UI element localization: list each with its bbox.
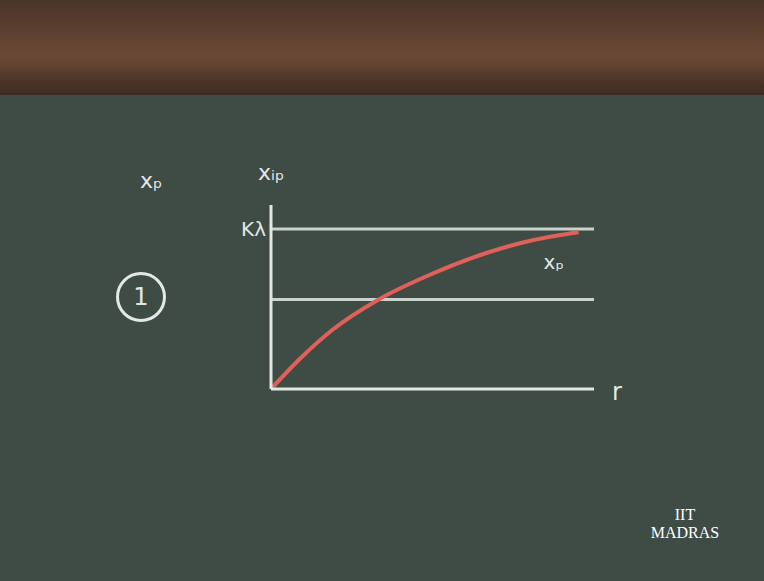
html-text:1: 1: [133, 283, 149, 311]
svg-text:xₚ: xₚ: [544, 250, 564, 274]
html-text:r: r: [612, 378, 622, 406]
svg-text:Kλ: Kλ: [241, 217, 266, 241]
html-text:xᵢₚ: xᵢₚ: [258, 160, 285, 185]
html-text:IIT MADRAS: IIT MADRAS: [650, 506, 720, 541]
html-text:xₚ: xₚ: [140, 168, 163, 193]
